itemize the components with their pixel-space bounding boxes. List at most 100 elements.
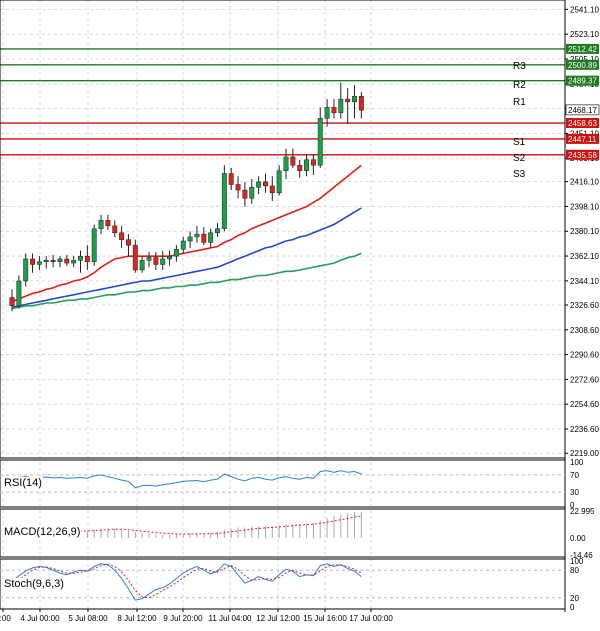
bearish-candle bbox=[297, 164, 303, 171]
level-tag-s1 bbox=[566, 118, 599, 129]
bullish-candle bbox=[71, 260, 77, 264]
bearish-candle bbox=[132, 244, 138, 271]
rsi-tick-label: 30 bbox=[570, 488, 579, 497]
bullish-candle bbox=[173, 249, 179, 257]
bearish-candle bbox=[263, 181, 268, 187]
x-tick-label: 9 Jul 20:00 bbox=[163, 614, 203, 623]
bearish-candle bbox=[228, 173, 234, 185]
bullish-candle bbox=[43, 260, 49, 262]
r2-label: R2 bbox=[513, 80, 526, 91]
bullish-candle bbox=[352, 96, 357, 103]
bearish-candle bbox=[331, 107, 337, 114]
bearish-candle bbox=[112, 225, 118, 234]
price-tick-label: 2236.60 bbox=[570, 425, 599, 434]
level-tag-r1 bbox=[566, 75, 599, 86]
bearish-candle bbox=[50, 260, 56, 262]
bullish-candle bbox=[98, 220, 104, 229]
bullish-candle bbox=[23, 258, 29, 282]
bearish-candle bbox=[235, 184, 241, 191]
bearish-candle bbox=[345, 98, 351, 103]
macd-signal-line bbox=[11, 515, 362, 537]
bearish-candle bbox=[30, 258, 36, 265]
price-tick-label: 2398.10 bbox=[570, 202, 599, 211]
level-tag-text: 2435.58 bbox=[568, 151, 597, 160]
level-tag-text: 2512.42 bbox=[568, 45, 597, 54]
rsi-tick-label: 70 bbox=[570, 471, 579, 480]
bullish-candle bbox=[304, 159, 310, 171]
bearish-candle bbox=[105, 220, 111, 227]
level-tag-text: 2489.37 bbox=[568, 77, 597, 86]
rsi-tick-label: 0 bbox=[570, 501, 575, 510]
bullish-candle bbox=[57, 258, 63, 262]
bullish-candle bbox=[91, 228, 97, 262]
bullish-candle bbox=[194, 233, 200, 238]
bullish-candle bbox=[16, 280, 22, 307]
s2-label: S2 bbox=[513, 153, 526, 164]
bearish-candle bbox=[126, 239, 131, 246]
stoch-tick-label: 80 bbox=[570, 566, 579, 575]
bullish-candle bbox=[160, 258, 166, 265]
bullish-candle bbox=[139, 260, 145, 271]
bearish-candle bbox=[201, 233, 207, 243]
bearish-candle bbox=[358, 96, 364, 111]
bullish-candle bbox=[256, 181, 262, 188]
bullish-candle bbox=[249, 187, 255, 199]
price-tick-label: 2272.60 bbox=[570, 375, 599, 384]
current-price-text: 2468.17 bbox=[568, 106, 597, 115]
price-tick-label: 2541.10 bbox=[570, 5, 599, 14]
bullish-candle bbox=[180, 240, 186, 250]
x-tick-label: 17 Jul 00:00 bbox=[349, 614, 393, 623]
moving-average-2 bbox=[11, 207, 362, 308]
level-tag-text: 2500.89 bbox=[568, 61, 597, 70]
bearish-candle bbox=[64, 258, 70, 264]
r3-label: R3 bbox=[513, 61, 526, 72]
level-tag-s2 bbox=[566, 133, 599, 144]
bearish-candle bbox=[290, 156, 296, 166]
bearish-candle bbox=[84, 255, 90, 262]
x-tick-label: 5 Jul 08:00 bbox=[68, 614, 108, 623]
bearish-candle bbox=[242, 189, 248, 199]
rsi-tick-label: 100 bbox=[570, 458, 584, 467]
price-tick-label: 2362.10 bbox=[570, 252, 599, 261]
bullish-candle bbox=[317, 118, 323, 166]
price-tick-label: 2344.10 bbox=[570, 277, 599, 286]
bearish-candle bbox=[269, 185, 275, 194]
stoch-signal-line bbox=[11, 563, 362, 599]
bullish-candle bbox=[215, 228, 220, 234]
x-tick-label: 11 Jul 04:00 bbox=[209, 614, 253, 623]
moving-average-1 bbox=[11, 164, 362, 303]
level-tag-text: 2458.63 bbox=[568, 119, 597, 128]
macd-tick-label: 22.995 bbox=[570, 507, 595, 516]
moving-average-3 bbox=[11, 252, 362, 310]
price-tick-label: 2416.10 bbox=[570, 178, 599, 187]
price-tick-label: 2505.10 bbox=[570, 55, 599, 64]
price-tick-label: 2523.10 bbox=[570, 30, 599, 39]
s3-label: S3 bbox=[513, 169, 526, 180]
r1-label: R1 bbox=[513, 97, 526, 108]
level-tag-s3 bbox=[566, 149, 599, 160]
x-tick-label: 15 Jul 16:00 bbox=[303, 614, 347, 623]
stoch-tick-label: 20 bbox=[570, 594, 579, 603]
bullish-candle bbox=[221, 173, 227, 229]
bearish-candle bbox=[310, 159, 316, 166]
bullish-candle bbox=[276, 170, 282, 194]
x-tick-label: 12 Jul 12:00 bbox=[256, 614, 300, 623]
x-tick-label: 4 Jul 00:00 bbox=[20, 614, 60, 623]
bullish-candle bbox=[338, 98, 344, 114]
bullish-candle bbox=[283, 156, 289, 171]
bullish-candle bbox=[36, 261, 42, 265]
bearish-candle bbox=[119, 232, 125, 240]
macd-label: MACD(12,26,9) bbox=[3, 526, 82, 538]
price-tick-label: 2380.10 bbox=[570, 227, 599, 236]
rsi-label: RSI(14) bbox=[3, 477, 43, 489]
x-tick-label: 6:00 bbox=[0, 614, 11, 623]
level-tag-text: 2447.11 bbox=[568, 135, 597, 144]
level-tag-r3 bbox=[566, 43, 599, 54]
rsi-line bbox=[11, 470, 362, 489]
price-tick-label: 2326.60 bbox=[570, 301, 599, 310]
x-tick-label: 8 Jul 12:00 bbox=[117, 614, 157, 623]
bearish-candle bbox=[153, 257, 159, 265]
bullish-candle bbox=[208, 232, 214, 243]
